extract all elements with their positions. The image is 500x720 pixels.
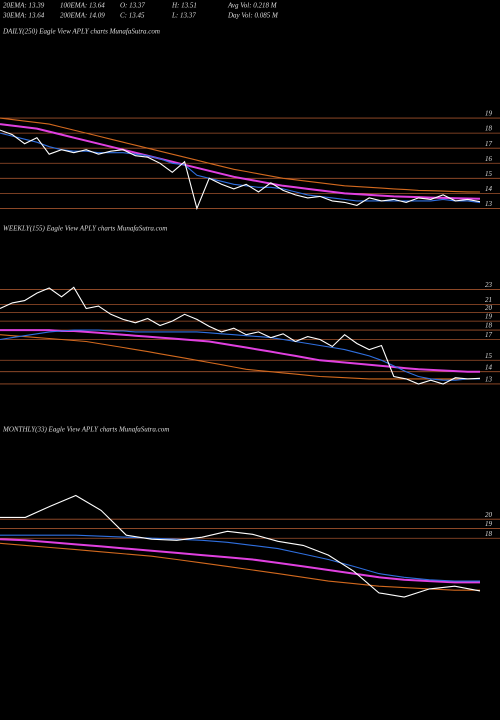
y-tick-label: 18 bbox=[485, 125, 493, 133]
panel-title: DAILY(250) Eagle View APLY charts Munafa… bbox=[2, 28, 160, 36]
price-line bbox=[0, 329, 480, 373]
y-tick-label: 18 bbox=[485, 322, 493, 330]
y-tick-label: 18 bbox=[485, 530, 493, 538]
price-line bbox=[0, 334, 480, 380]
header-stat: Avg Vol: 0.218 M bbox=[227, 2, 278, 10]
y-tick-label: 20 bbox=[485, 511, 493, 519]
y-tick-label: 19 bbox=[485, 110, 493, 118]
price-line bbox=[0, 286, 481, 385]
price-line bbox=[0, 117, 481, 193]
y-tick-label: 15 bbox=[485, 352, 493, 360]
header-stat: 30EMA: 13.64 bbox=[2, 12, 45, 20]
y-tick-label: 14 bbox=[485, 363, 493, 371]
price-line bbox=[0, 329, 480, 381]
y-tick-label: 14 bbox=[485, 185, 493, 193]
y-tick-label: 19 bbox=[485, 313, 493, 321]
header-stat: 200EMA: 14.09 bbox=[60, 12, 105, 20]
header-stat: O: 13.37 bbox=[120, 2, 145, 10]
y-tick-label: 23 bbox=[485, 281, 493, 289]
panel-title: WEEKLY(155) Eagle View APLY charts Munaf… bbox=[3, 225, 167, 233]
y-tick-label: 13 bbox=[485, 376, 493, 384]
y-tick-label: 13 bbox=[485, 200, 493, 208]
price-line bbox=[0, 129, 481, 211]
y-tick-label: 16 bbox=[485, 155, 493, 163]
price-line bbox=[0, 123, 481, 200]
header-stat: C: 13.45 bbox=[120, 12, 145, 20]
header-stat: H: 13.51 bbox=[171, 2, 197, 10]
header-stat: Day Vol: 0.085 M bbox=[227, 12, 279, 20]
header-stat: L: 13.37 bbox=[171, 12, 196, 20]
price-line bbox=[0, 494, 481, 598]
y-tick-label: 17 bbox=[485, 331, 493, 339]
y-tick-label: 21 bbox=[485, 296, 492, 304]
panel-title: MONTHLY(33) Eagle View APLY charts Munaf… bbox=[2, 426, 169, 434]
price-line bbox=[0, 542, 480, 591]
header-stat: 100EMA: 13.64 bbox=[60, 2, 105, 10]
price-line bbox=[0, 534, 480, 582]
y-tick-label: 19 bbox=[485, 520, 493, 528]
y-tick-label: 20 bbox=[485, 304, 493, 312]
y-tick-label: 15 bbox=[485, 170, 493, 178]
y-tick-label: 17 bbox=[485, 140, 493, 148]
price-line bbox=[0, 538, 480, 584]
header-stat: 20EMA: 13.39 bbox=[3, 2, 45, 10]
